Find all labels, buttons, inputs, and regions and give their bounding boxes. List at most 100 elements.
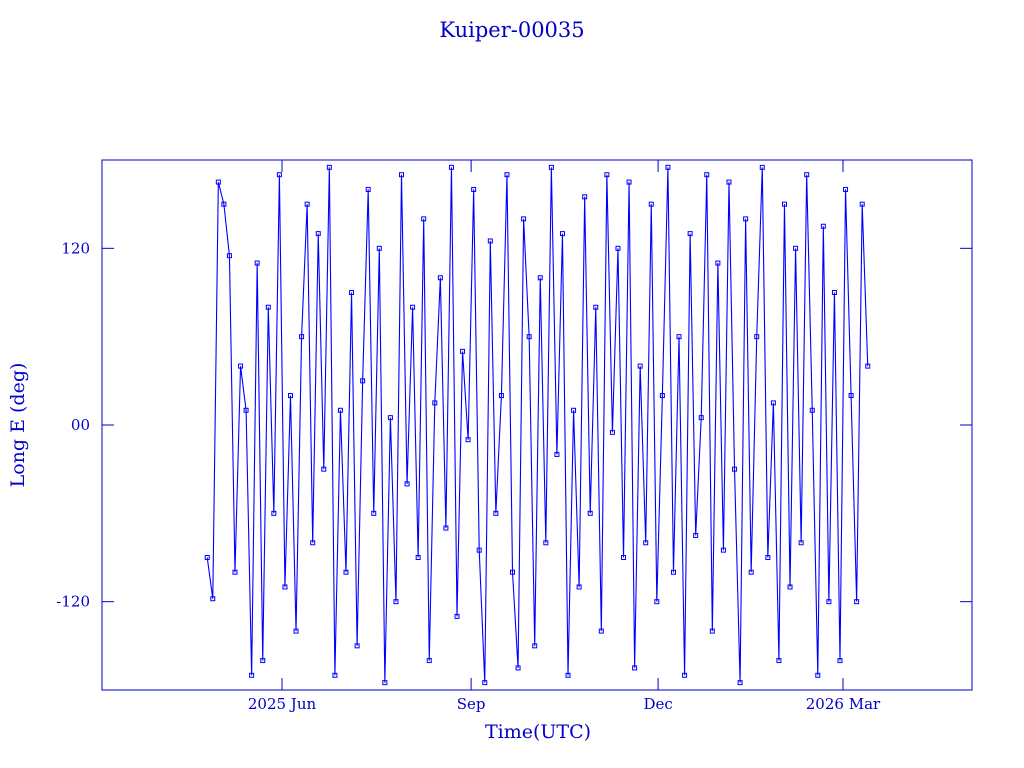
data-point: [798, 540, 804, 546]
data-point: [371, 510, 377, 516]
data-point: [598, 628, 604, 634]
data-point: [621, 555, 627, 560]
data-point: [770, 400, 776, 406]
y-tick-label: 00: [71, 416, 90, 434]
y-tick-label: -120: [56, 593, 90, 611]
data-point: [421, 216, 427, 222]
data-point: [704, 172, 710, 178]
data-point: [587, 510, 593, 516]
data-point: [404, 481, 410, 487]
data-point: [360, 378, 366, 384]
data-point: [332, 672, 338, 678]
data-point: [643, 540, 649, 546]
x-tick-label: 2025 Jun: [248, 695, 317, 713]
data-point: [410, 304, 416, 310]
data-point: [399, 172, 405, 178]
data-point: [543, 540, 549, 546]
data-point: [526, 334, 532, 340]
data-point: [670, 569, 676, 575]
data-point: [831, 290, 837, 295]
data-point: [743, 216, 749, 222]
data-point: [809, 407, 815, 413]
data-point: [476, 547, 482, 553]
data-point: [787, 584, 793, 590]
data-point: [576, 584, 582, 590]
data-point: [432, 400, 438, 406]
data-point: [648, 201, 654, 207]
data-point: [326, 164, 332, 170]
data-point: [865, 363, 871, 369]
data-point: [265, 304, 271, 310]
data-point: [315, 231, 321, 237]
data-line: [206, 167, 869, 683]
x-axis-label: Time(UTC): [485, 721, 591, 743]
data-point: [515, 665, 521, 671]
data-point: [448, 164, 454, 170]
data-point: [498, 393, 504, 399]
data-point: [582, 194, 588, 200]
data-point: [221, 201, 227, 207]
data-point: [854, 599, 860, 605]
data-point: [354, 643, 360, 649]
data-point: [571, 407, 577, 413]
data-point: [443, 525, 449, 531]
data-point: [682, 672, 688, 678]
data-point: [837, 658, 843, 664]
data-point: [304, 201, 310, 207]
data-point: [820, 223, 826, 229]
data-point: [593, 304, 599, 310]
data-point: [559, 231, 565, 237]
data-point: [626, 179, 632, 185]
data-point: [737, 680, 743, 686]
data-point: [282, 584, 288, 590]
data-point: [254, 260, 260, 266]
data-point: [382, 680, 388, 686]
data-point: [859, 201, 865, 207]
data-point: [387, 415, 393, 421]
data-point: [804, 172, 810, 178]
data-point: [287, 393, 293, 399]
data-point: [776, 658, 782, 664]
y-axis-label: Long E (deg): [7, 363, 29, 488]
data-point: [238, 363, 244, 369]
data-point: [321, 466, 327, 472]
data-point: [415, 555, 421, 560]
data-point: [604, 172, 610, 178]
data-point: [215, 179, 221, 185]
data-point: [243, 407, 249, 413]
data-point: [365, 186, 371, 192]
data-point: [765, 555, 771, 560]
data-point: [249, 672, 255, 678]
data-point: [565, 672, 571, 678]
data-point: [460, 348, 466, 354]
data-point: [204, 555, 210, 560]
data-point: [293, 628, 299, 634]
data-point: [299, 334, 305, 340]
data-point: [537, 275, 543, 281]
data-point: [510, 569, 516, 575]
x-tick-label: 2026 Mar: [806, 695, 881, 713]
data-point: [454, 613, 460, 619]
data-point: [349, 290, 355, 295]
data-point: [843, 186, 849, 192]
data-point: [637, 363, 643, 369]
data-point: [659, 393, 665, 399]
data-point: [487, 238, 493, 244]
data-point: [748, 569, 754, 575]
x-tick-label: Dec: [643, 695, 672, 713]
data-point: [654, 599, 660, 605]
data-point: [343, 569, 349, 575]
data-point: [709, 628, 715, 634]
data-point: [376, 245, 382, 251]
data-point: [698, 415, 704, 421]
data-point: [826, 599, 832, 605]
data-point: [632, 665, 638, 671]
data-point: [609, 429, 615, 435]
data-point: [726, 179, 732, 185]
data-point: [532, 643, 538, 649]
data-point: [504, 172, 510, 178]
data-point: [815, 672, 821, 678]
data-point: [665, 164, 671, 170]
